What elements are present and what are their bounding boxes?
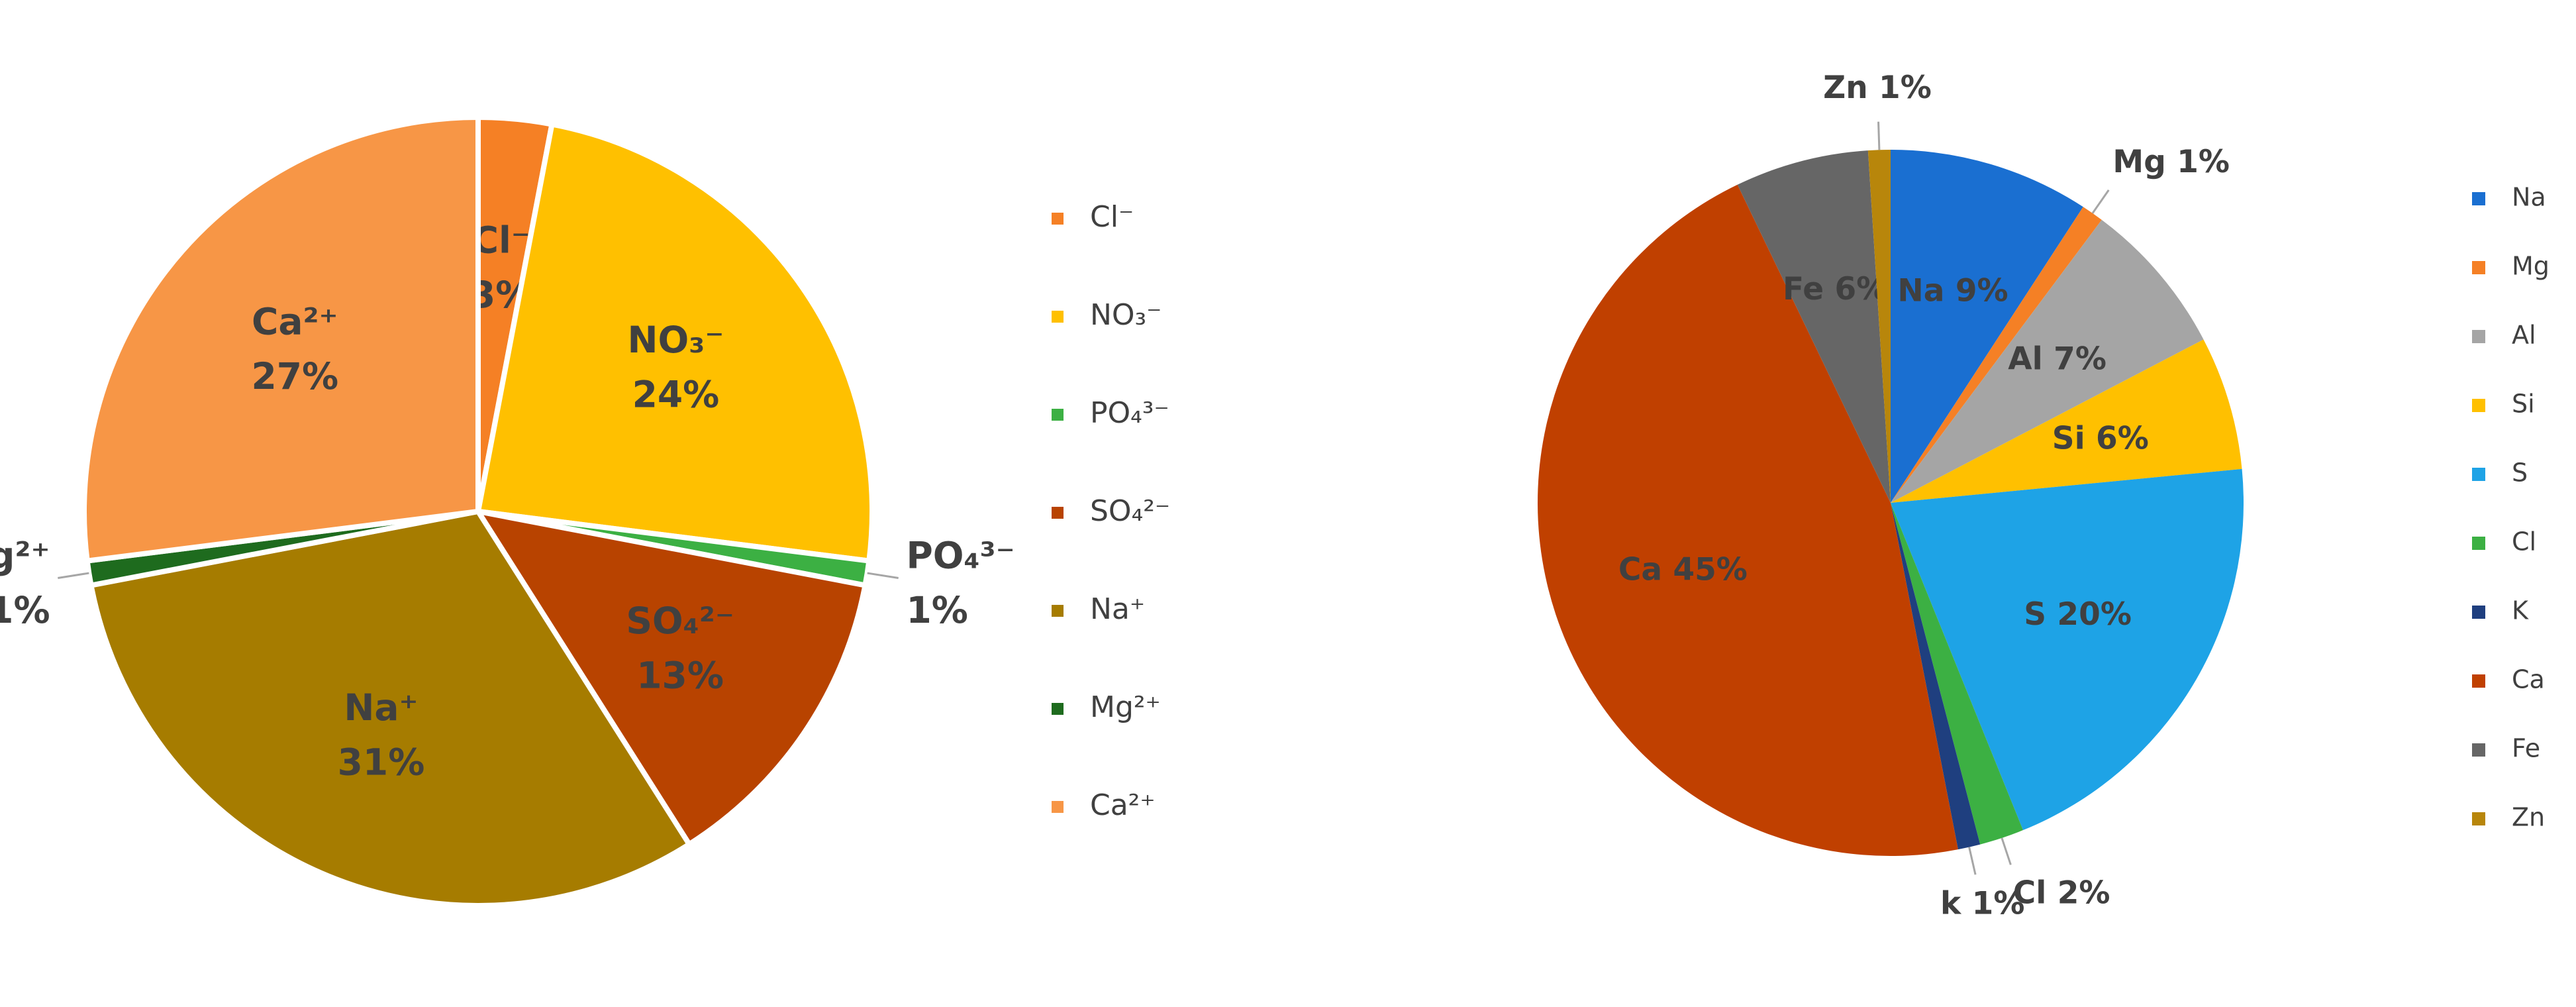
pie-chart: Na 9% Mg 1% Al 7% Si 6% S 20% Cl 2%k 1% Ca 45%… bbox=[1538, 70, 2244, 922]
slice-value-label: Ca 45% bbox=[1618, 552, 1748, 588]
legend-label: Ca bbox=[2512, 665, 2545, 694]
legend-swatch bbox=[2472, 330, 2485, 343]
legend-swatch bbox=[1052, 507, 1064, 519]
legend-label: PO₄³⁻ bbox=[1090, 396, 1169, 430]
slice-label: Mg²⁺ bbox=[0, 535, 50, 577]
slice-value-label: 31% bbox=[338, 741, 425, 784]
legend-label: Mg bbox=[2512, 252, 2550, 281]
legend-swatch bbox=[1052, 703, 1064, 715]
leader-line bbox=[867, 572, 899, 580]
pie-slice bbox=[1891, 219, 2204, 503]
legend-swatch bbox=[1052, 213, 1064, 225]
legend-label: S bbox=[2512, 458, 2528, 488]
pie-slice bbox=[475, 121, 875, 564]
leader-line bbox=[58, 572, 89, 580]
legend-label: Si bbox=[2512, 390, 2535, 419]
legend-label: Zn bbox=[2512, 803, 2545, 832]
legend-label: K bbox=[2512, 596, 2529, 625]
slice-value-label: Zn 1% bbox=[1823, 70, 1932, 106]
legend-label: Ca²⁺ bbox=[1090, 788, 1156, 822]
slice-value-label: k 1% bbox=[1940, 885, 2024, 922]
slice-value-label: Cl 2% bbox=[2013, 874, 2110, 911]
slice-value-label: Al 7% bbox=[2008, 341, 2106, 377]
slice-value-label: Mg 1% bbox=[2112, 144, 2230, 180]
legend-swatch bbox=[1052, 311, 1064, 323]
slice-value-label: Na 9% bbox=[1897, 273, 2008, 309]
legend-swatch bbox=[2472, 537, 2485, 550]
slice-value-label: Fe 6% bbox=[1783, 271, 1887, 307]
pie-slice bbox=[1891, 468, 2244, 831]
legend-swatch bbox=[2472, 399, 2485, 412]
legend-label: Mg²⁺ bbox=[1090, 690, 1161, 724]
legend-label: Na⁺ bbox=[1090, 592, 1145, 626]
pie-slice bbox=[1891, 339, 2242, 503]
legend-swatch bbox=[2472, 812, 2485, 825]
slice-value-label: 24% bbox=[632, 373, 720, 415]
legend-label: Na bbox=[2512, 183, 2546, 212]
slice-value-label: Si 6% bbox=[2052, 420, 2149, 456]
legend-swatch bbox=[2472, 468, 2485, 481]
pie-slice bbox=[472, 507, 869, 848]
pie-slice bbox=[81, 114, 481, 564]
slice-label: Cl⁻ bbox=[472, 219, 530, 261]
legend: Cl⁻ NO₃⁻ PO₄³⁻ SO₄²⁻ Na⁺ Mg²⁺ Ca²⁺ bbox=[1052, 200, 1170, 822]
legend-label: Cl bbox=[2512, 527, 2536, 556]
legend-label: NO₃⁻ bbox=[1090, 298, 1162, 332]
slice-value-label: 27% bbox=[251, 355, 338, 398]
pie-slice bbox=[87, 508, 693, 908]
legend-swatch bbox=[2472, 606, 2485, 619]
leader-line bbox=[1968, 847, 1977, 875]
slice-label: Na⁺ bbox=[344, 686, 418, 729]
legend-swatch bbox=[1052, 605, 1064, 617]
legend-swatch bbox=[2472, 674, 2485, 688]
slice-value-label: 1% bbox=[0, 589, 50, 631]
legend-swatch bbox=[2472, 261, 2485, 274]
leader-line bbox=[2001, 837, 2012, 865]
leader-line bbox=[2091, 189, 2110, 214]
legend-label: Cl⁻ bbox=[1090, 200, 1134, 234]
legend-swatch bbox=[2472, 192, 2485, 205]
slice-label: SO₄²⁻ bbox=[626, 600, 734, 642]
pie-slice bbox=[1538, 184, 1958, 856]
slice-label: NO₃⁻ bbox=[627, 319, 724, 361]
slice-value-label: 13% bbox=[636, 654, 724, 696]
slice-value-label: S 20% bbox=[2024, 596, 2132, 633]
pie-slice bbox=[1891, 503, 2024, 845]
pie-slice bbox=[1737, 150, 1891, 504]
slice-value-label: 1% bbox=[906, 589, 967, 631]
pie-slice bbox=[1891, 503, 1981, 850]
legend-swatch bbox=[1052, 801, 1064, 813]
pie-slice bbox=[1891, 207, 2102, 503]
pie-slice bbox=[1867, 150, 1891, 503]
legend-label: Fe bbox=[2512, 734, 2540, 763]
legend-label: SO₄²⁻ bbox=[1090, 494, 1170, 528]
slice-label: Ca²⁺ bbox=[252, 301, 338, 343]
legend-swatch bbox=[2472, 743, 2485, 757]
pie-slice bbox=[1891, 150, 2083, 503]
legend: Na Mg Al Si S Cl K Ca Fe Zn bbox=[2472, 183, 2550, 832]
legend-label: Al bbox=[2512, 321, 2536, 350]
pie-chart: Cl⁻3%NO₃⁻24%PO₄³⁻1%SO₄²⁻13%Na⁺31%Mg²⁺1%C… bbox=[0, 114, 1015, 908]
slice-label: PO₄³⁻ bbox=[906, 535, 1015, 577]
legend-swatch bbox=[1052, 409, 1064, 421]
